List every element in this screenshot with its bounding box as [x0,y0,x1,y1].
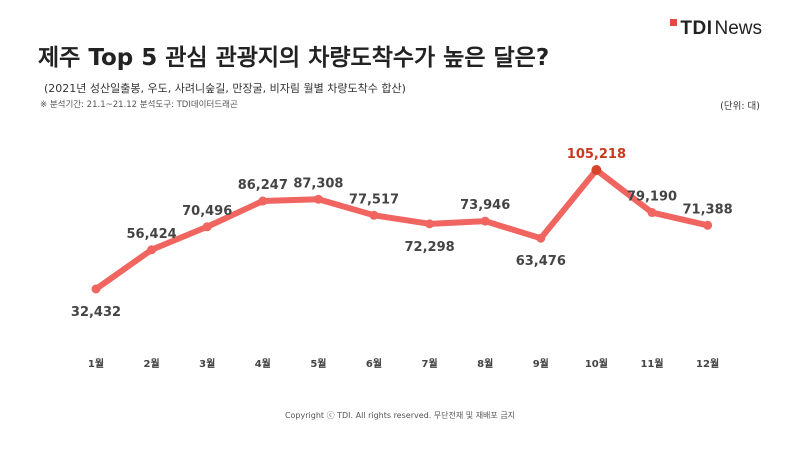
data-point [425,219,435,229]
data-point [147,245,157,255]
data-point [258,196,268,206]
copyright-notice: Copyright ⓒ TDI. All rights reserved. 무단… [284,411,516,420]
x-tick-label: 8월 [477,358,493,370]
data-label: 86,247 [238,178,288,193]
x-tick-label: 7월 [422,358,438,370]
chart-subtitle: (2021년 성산일출봉, 우도, 사려니숲길, 만장굴, 비자림 월별 차량도… [44,82,406,95]
logo-news-text: News [714,18,762,39]
data-label: 56,424 [127,227,177,242]
data-label: 105,218 [567,147,626,162]
tdi-news-logo: TDI News [670,18,762,40]
data-point [91,284,101,294]
data-label: 71,388 [683,202,733,217]
data-point [480,216,490,226]
data-label: 72,298 [405,240,455,255]
logo-tdi-text: TDI [680,18,713,39]
x-tick-label: 2월 [144,358,160,370]
x-tick-label: 6월 [366,358,382,370]
x-tick-label: 4월 [255,358,271,370]
unit-label: (단위: 대) [720,101,760,112]
data-point [703,220,713,230]
logo-mark-icon [670,18,678,26]
data-label: 79,190 [627,190,677,205]
series-line [93,167,711,292]
x-tick-label: 11월 [640,358,663,370]
data-point [591,165,602,175]
data-label: 77,517 [349,192,399,207]
x-tick-label: 1월 [88,358,104,370]
data-label: 87,308 [293,176,343,191]
chart-title: 제주 Top 5 관심 관광지의 차량도착수가 높은 달은? [38,45,550,71]
x-tick-label: 10월 [585,358,608,370]
x-tick-label: 9월 [533,358,549,370]
x-tick-label: 3월 [199,358,215,370]
data-point [536,233,546,243]
data-point [313,194,323,204]
data-label: 73,946 [460,198,510,213]
x-tick-label: 5월 [310,358,326,370]
data-label: 70,496 [182,204,232,219]
analysis-note: ※ 분석기간: 21.1~21.12 분석도구: TDI데이터드래곤 [40,100,238,110]
data-point [647,208,657,218]
data-point [369,210,379,220]
data-point [202,222,212,232]
x-tick-label: 12월 [696,358,719,370]
data-label: 63,476 [516,254,566,269]
data-label: 32,432 [71,305,121,320]
